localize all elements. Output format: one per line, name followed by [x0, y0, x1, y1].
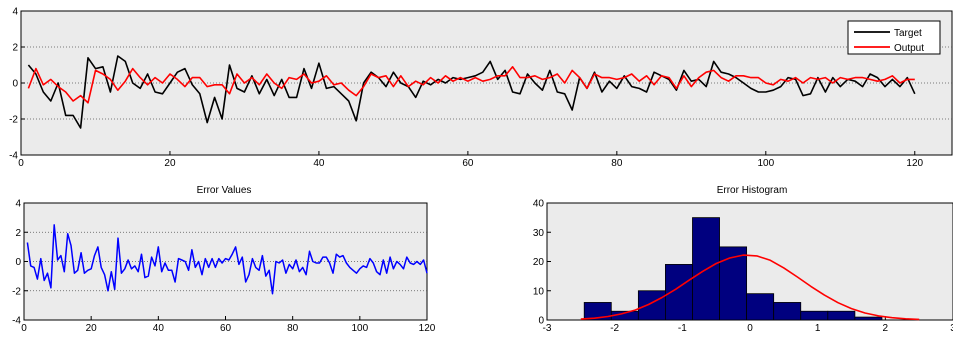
error-values-title: Error Values: [197, 185, 252, 196]
main-plot-y-tick-label: 0: [12, 79, 18, 90]
error-histogram-y-tick-label: 20: [533, 257, 545, 268]
error-values-y-tick-label: -4: [12, 316, 21, 327]
error-histogram-x-tick-label: -3: [543, 323, 552, 334]
series-error-line: [26, 224, 428, 295]
error-histogram-y-tick-label: 10: [533, 286, 545, 297]
series-target-line: [27, 55, 916, 129]
series-output-line: [27, 66, 915, 104]
error-values-y-ticks: -4 -2 0 2 4: [12, 199, 28, 327]
error-histogram-x-tick-label: 1: [815, 323, 821, 334]
error-histogram-x-tick-label: 3: [950, 323, 953, 334]
error-values-x-tick-label: 100: [351, 323, 368, 334]
error-values-x-tick-label: 40: [153, 323, 165, 334]
error-values-y-tick-label: 2: [15, 228, 21, 239]
error-histogram-x-tick-label: -2: [610, 323, 619, 334]
main-plot-x-tick-label: 120: [906, 158, 923, 169]
legend-box: [847, 20, 941, 55]
error-histogram-title: Error Histogram: [717, 185, 788, 196]
error-values-series: [26, 224, 428, 295]
error-values-x-tick-label: 120: [419, 323, 436, 334]
error-histogram-y-tick-label: 0: [538, 316, 544, 327]
error-values-y-tick-label: 0: [15, 257, 21, 268]
error-histogram-x-tick-label: 2: [883, 323, 889, 334]
main-plot-x-tick-label: 60: [462, 158, 474, 169]
error-values-y-tick-label: 4: [15, 199, 21, 210]
legend-output-label: Output: [894, 43, 924, 54]
error-histogram-y-tick-label: 40: [533, 199, 545, 210]
histogram-bar: [854, 316, 883, 321]
main-plot-x-tick-label: 40: [313, 158, 325, 169]
main-plot-y-ticks: -4 -2 0 2 4: [9, 7, 25, 162]
legend: Target Output: [847, 20, 941, 55]
error-values-x-tick-label: 80: [287, 323, 299, 334]
main-plot-x-tick-label: 0: [18, 158, 24, 169]
main-plot-x-tick-label: 20: [164, 158, 176, 169]
error-values-plot: Error Values 0 20 40 60 80 100 120 -4 -2 0 2 4: [12, 185, 436, 334]
main-plot-y-tick-label: -4: [9, 151, 18, 162]
main-plot: 0 20 40 60 80 100 120 -4 -2 0 2 4 Target Output: [9, 7, 953, 169]
legend-target-label: Target: [894, 28, 922, 39]
error-histogram-y-ticks: 0 10 20 30 40: [533, 199, 551, 327]
main-plot-series: [27, 55, 916, 129]
histogram-bar: [746, 293, 775, 321]
error-values-x-tick-label: 0: [21, 323, 27, 334]
main-plot-x-tick-label: 100: [757, 158, 774, 169]
error-values-grid: [24, 231, 427, 292]
error-values-x-tick-label: 20: [86, 323, 98, 334]
histogram-bar: [637, 290, 666, 321]
error-histogram-plot: Error Histogram -3 -2 -1 0 1 2 3 0 10 20 30 40: [533, 185, 953, 334]
main-plot-x-tick-label: 80: [611, 158, 623, 169]
histogram-bar: [800, 310, 829, 321]
histogram-bar: [773, 302, 802, 321]
error-histogram-x-tick-label: 0: [747, 323, 753, 334]
error-histogram-y-tick-label: 30: [533, 228, 545, 239]
main-plot-y-tick-label: 2: [12, 43, 18, 54]
main-plot-grid: [21, 46, 952, 120]
error-values-x-tick-label: 60: [220, 323, 232, 334]
error-values-x-ticks: 0 20 40 60 80 100 120: [21, 316, 436, 334]
error-values-y-tick-label: -2: [12, 286, 21, 297]
main-plot-y-tick-label: -2: [9, 115, 18, 126]
main-plot-x-ticks: 0 20 40 60 80 100 120: [18, 151, 924, 169]
error-histogram-curve: [580, 254, 920, 321]
normal-fit-curve: [580, 254, 920, 321]
error-histogram-x-tick-label: -1: [678, 323, 687, 334]
main-plot-y-tick-label: 4: [12, 7, 18, 18]
histogram-bar: [827, 310, 856, 321]
histogram-bar: [719, 246, 748, 321]
